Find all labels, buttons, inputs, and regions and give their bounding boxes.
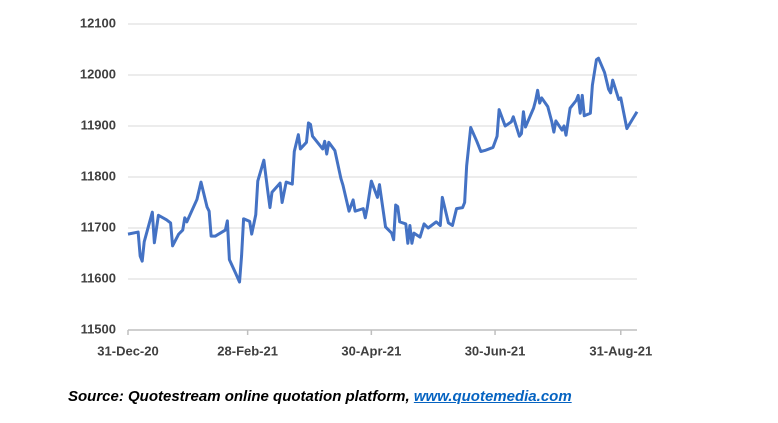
x-tick-label: 31-Dec-20 [97,343,158,358]
y-tick-label: 11600 [81,270,116,285]
y-tick-label: 12100 [80,15,116,30]
y-tick-label: 11800 [81,168,116,183]
source-link[interactable]: www.quotemedia.com [413,388,572,405]
y-tick-label: 12000 [80,66,116,81]
price-line [127,56,639,284]
x-tick-label: 30-Apr-21 [341,343,401,358]
y-tick-label: 11700 [81,219,116,234]
x-tick-label: 30-Jun-21 [465,343,526,358]
chart: 11500 11600 11700 11800 11900 12000 12100 31-De… [80,15,652,358]
x-tick-label: 28-Feb-21 [217,343,278,358]
source-note: Source: Quotestream online quotation pla… [68,388,572,405]
source-text: Source: Quotestream online quotation pla… [68,388,414,405]
y-tick-label: 11500 [81,321,116,336]
y-tick-label: 11900 [81,117,116,132]
x-tick-label: 31-Aug-21 [589,343,652,358]
